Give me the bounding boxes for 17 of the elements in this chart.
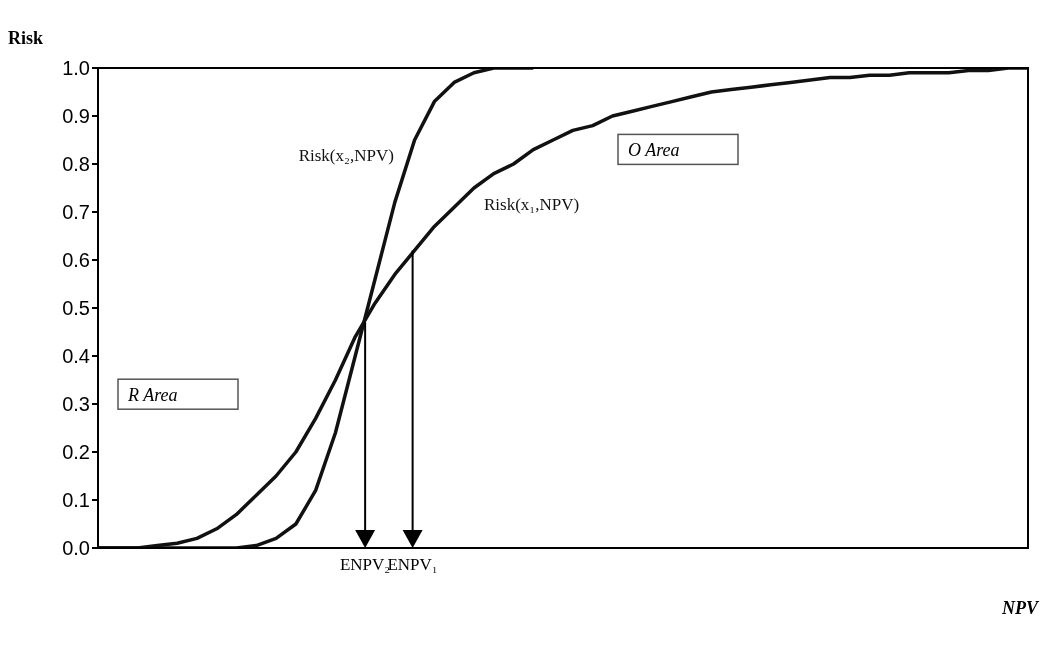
y-tick-label: 0.2 <box>62 441 90 464</box>
y-tick-label: 0.1 <box>62 489 90 512</box>
annotation: O Area <box>628 140 680 161</box>
y-tick-label: 0.9 <box>62 105 90 128</box>
series-label: Risk(x₁,NPV) <box>483 195 580 214</box>
y-tick-label: 0.5 <box>62 297 90 320</box>
y-tick-label: 0.8 <box>62 153 90 176</box>
annotation: R Area <box>127 385 178 406</box>
y-tick-label: 0.3 <box>62 393 90 416</box>
y-tick-label: 1.0 <box>62 57 90 80</box>
y-tick-label: 0.6 <box>62 249 90 272</box>
y-tick-label: 0.7 <box>62 201 90 224</box>
series-label: Risk(x₂,NPV) <box>298 145 394 165</box>
y-tick-label: 0.4 <box>62 345 90 368</box>
y-axis-title: Risk <box>8 28 44 49</box>
y-tick-label: 0.0 <box>62 537 90 560</box>
x-axis-title: NPV <box>1002 598 1038 619</box>
